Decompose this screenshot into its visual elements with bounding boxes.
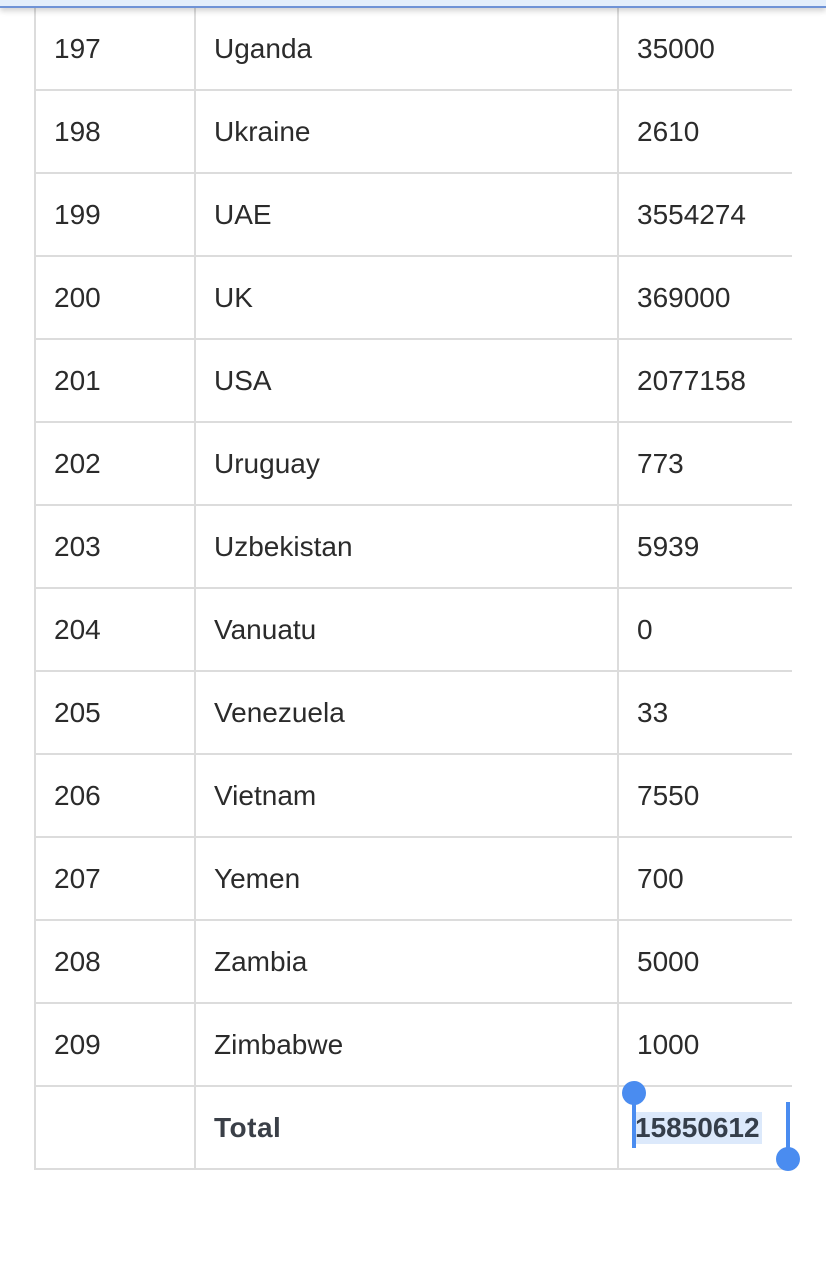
row-number-cell[interactable]: 203 [34,504,196,589]
value-cell[interactable]: 2077158 [617,338,792,423]
toolbar-edge [0,0,826,8]
table-row: 207 Yemen 700 [34,836,792,921]
row-number-cell[interactable]: 204 [34,587,196,672]
value-cell[interactable]: 1000 [617,1002,792,1087]
selected-total-value[interactable]: 15850612 [633,1111,762,1144]
empty-cell[interactable] [34,1085,196,1170]
country-cell[interactable]: Ukraine [194,89,619,174]
table-row: 203 Uzbekistan 5939 [34,504,792,589]
row-number-cell[interactable]: 198 [34,89,196,174]
total-row: Total 15850612 [34,1085,792,1170]
country-cell[interactable]: UK [194,255,619,340]
country-cell[interactable]: Yemen [194,836,619,921]
row-number-cell[interactable]: 209 [34,1002,196,1087]
table-row: 200 UK 369000 [34,255,792,340]
row-number-cell[interactable]: 205 [34,670,196,755]
row-number-cell[interactable]: 202 [34,421,196,506]
row-number-cell[interactable]: 201 [34,338,196,423]
selection-end-caret [786,1102,790,1150]
row-number-cell[interactable]: 206 [34,753,196,838]
selection-end-handle[interactable] [776,1147,800,1171]
row-number-cell[interactable]: 208 [34,919,196,1004]
table-row: 199 UAE 3554274 [34,172,792,257]
table-row: 208 Zambia 5000 [34,919,792,1004]
value-cell[interactable]: 5000 [617,919,792,1004]
total-value-cell[interactable]: 15850612 [617,1085,792,1170]
table-row: 205 Venezuela 33 [34,670,792,755]
table-row: 202 Uruguay 773 [34,421,792,506]
table-row: 209 Zimbabwe 1000 [34,1002,792,1087]
value-cell[interactable]: 2610 [617,89,792,174]
country-cell[interactable]: Uruguay [194,421,619,506]
total-label-cell[interactable]: Total [194,1085,619,1170]
country-cell[interactable]: Vanuatu [194,587,619,672]
row-number-cell[interactable]: 197 [34,8,196,91]
table-row: 204 Vanuatu 0 [34,587,792,672]
value-cell[interactable]: 0 [617,587,792,672]
selection-start-caret [632,1100,636,1148]
value-cell[interactable]: 33 [617,670,792,755]
table-row: 201 USA 2077158 [34,338,792,423]
country-cell[interactable]: Zimbabwe [194,1002,619,1087]
value-cell[interactable]: 7550 [617,753,792,838]
row-number-cell[interactable]: 200 [34,255,196,340]
row-number-cell[interactable]: 207 [34,836,196,921]
value-cell[interactable]: 5939 [617,504,792,589]
country-cell[interactable]: Zambia [194,919,619,1004]
table-row: 197 Uganda 35000 [34,8,792,91]
value-cell[interactable]: 773 [617,421,792,506]
country-cell[interactable]: Uzbekistan [194,504,619,589]
value-cell[interactable]: 700 [617,836,792,921]
country-cell[interactable]: Venezuela [194,670,619,755]
value-cell[interactable]: 369000 [617,255,792,340]
data-table-container: 197 Uganda 35000 198 Ukraine 2610 199 UAE 355427… [34,8,792,1170]
data-table: 197 Uganda 35000 198 Ukraine 2610 199 UAE 355427… [34,8,792,1170]
row-number-cell[interactable]: 199 [34,172,196,257]
value-cell[interactable]: 35000 [617,8,792,91]
table-row: 206 Vietnam 7550 [34,753,792,838]
country-cell[interactable]: Uganda [194,8,619,91]
country-cell[interactable]: Vietnam [194,753,619,838]
value-cell[interactable]: 3554274 [617,172,792,257]
country-cell[interactable]: UAE [194,172,619,257]
table-row: 198 Ukraine 2610 [34,89,792,174]
country-cell[interactable]: USA [194,338,619,423]
